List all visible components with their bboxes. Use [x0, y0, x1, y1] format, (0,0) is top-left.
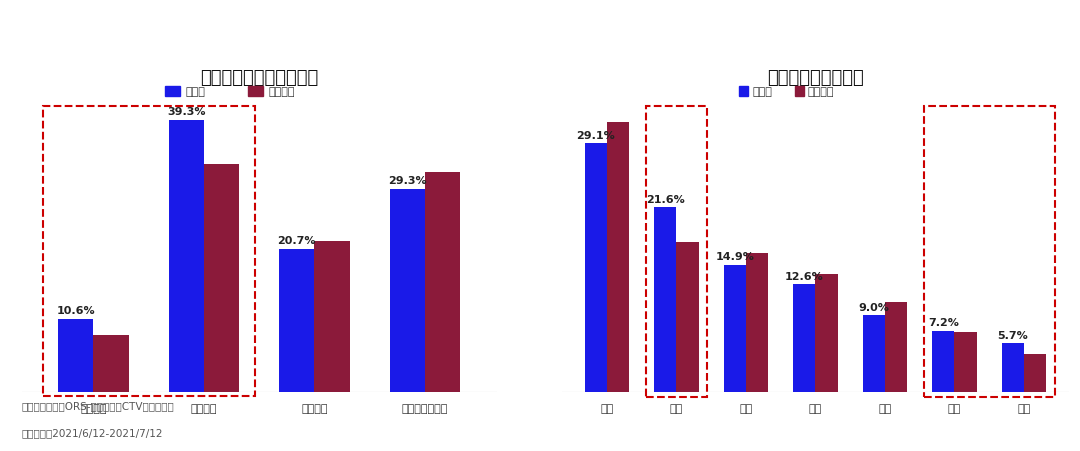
Bar: [885, 303, 907, 392]
Bar: [863, 315, 885, 392]
Bar: [676, 243, 699, 392]
Bar: [955, 332, 976, 392]
Text: 三线城市: 三线城市: [301, 403, 327, 413]
Text: 直播整体: 直播整体: [268, 87, 295, 97]
Bar: [58, 319, 94, 392]
Text: 一线城市: 一线城市: [80, 403, 107, 413]
Bar: [795, 87, 804, 97]
Bar: [204, 164, 240, 392]
Bar: [390, 190, 424, 392]
Bar: [923, 106, 1054, 396]
Bar: [1002, 344, 1024, 392]
Bar: [584, 144, 607, 392]
Bar: [932, 331, 955, 392]
Text: 东北: 东北: [1017, 403, 1030, 413]
Text: 欧洲杯: 欧洲杯: [185, 87, 205, 97]
Text: 20.7%: 20.7%: [278, 235, 316, 245]
Bar: [165, 87, 179, 97]
Text: 西北: 西北: [948, 403, 961, 413]
Bar: [279, 249, 314, 392]
Text: 39.3%: 39.3%: [167, 107, 205, 117]
Bar: [815, 275, 838, 392]
Text: 华中: 华中: [739, 403, 753, 413]
Bar: [739, 87, 748, 97]
Bar: [94, 336, 129, 392]
Text: 四线城市及以下: 四线城市及以下: [402, 403, 448, 413]
Bar: [424, 173, 460, 392]
Bar: [607, 123, 629, 392]
Bar: [168, 121, 204, 392]
Text: 7.2%: 7.2%: [928, 318, 959, 327]
Text: 14.9%: 14.9%: [715, 252, 754, 262]
Text: 华北: 华北: [878, 403, 892, 413]
Text: 10.6%: 10.6%: [56, 305, 95, 315]
Bar: [724, 265, 746, 392]
Bar: [746, 254, 768, 392]
Text: 分大区家庭到达占比: 分大区家庭到达占比: [767, 69, 864, 87]
Bar: [654, 208, 676, 392]
Bar: [248, 87, 262, 97]
Text: 29.1%: 29.1%: [577, 130, 615, 140]
Text: 9.0%: 9.0%: [859, 302, 889, 312]
Text: 时间周期：2021/6/12-2021/7/12: 时间周期：2021/6/12-2021/7/12: [22, 428, 163, 437]
Text: 21.6%: 21.6%: [646, 194, 685, 204]
Bar: [1024, 354, 1047, 392]
Text: 数据来源：匀正ORS-联网电视（CTV）收视系统: 数据来源：匀正ORS-联网电视（CTV）收视系统: [22, 400, 174, 410]
Text: 5.7%: 5.7%: [998, 330, 1028, 340]
Text: 29.3%: 29.3%: [388, 176, 427, 186]
Text: 欧洲杯: 欧洲杯: [752, 87, 772, 97]
Text: 西南: 西南: [809, 403, 822, 413]
Text: 华南: 华南: [670, 403, 683, 413]
Text: 二线城市: 二线城市: [191, 403, 217, 413]
Bar: [42, 106, 255, 396]
Text: 华东: 华东: [600, 403, 613, 413]
Bar: [314, 242, 350, 392]
Bar: [793, 285, 815, 392]
Text: 12.6%: 12.6%: [785, 272, 824, 281]
Text: 直播整体: 直播整体: [808, 87, 834, 97]
Bar: [646, 106, 707, 396]
Text: 分城市级别家庭到达占比: 分城市级别家庭到达占比: [200, 69, 319, 87]
